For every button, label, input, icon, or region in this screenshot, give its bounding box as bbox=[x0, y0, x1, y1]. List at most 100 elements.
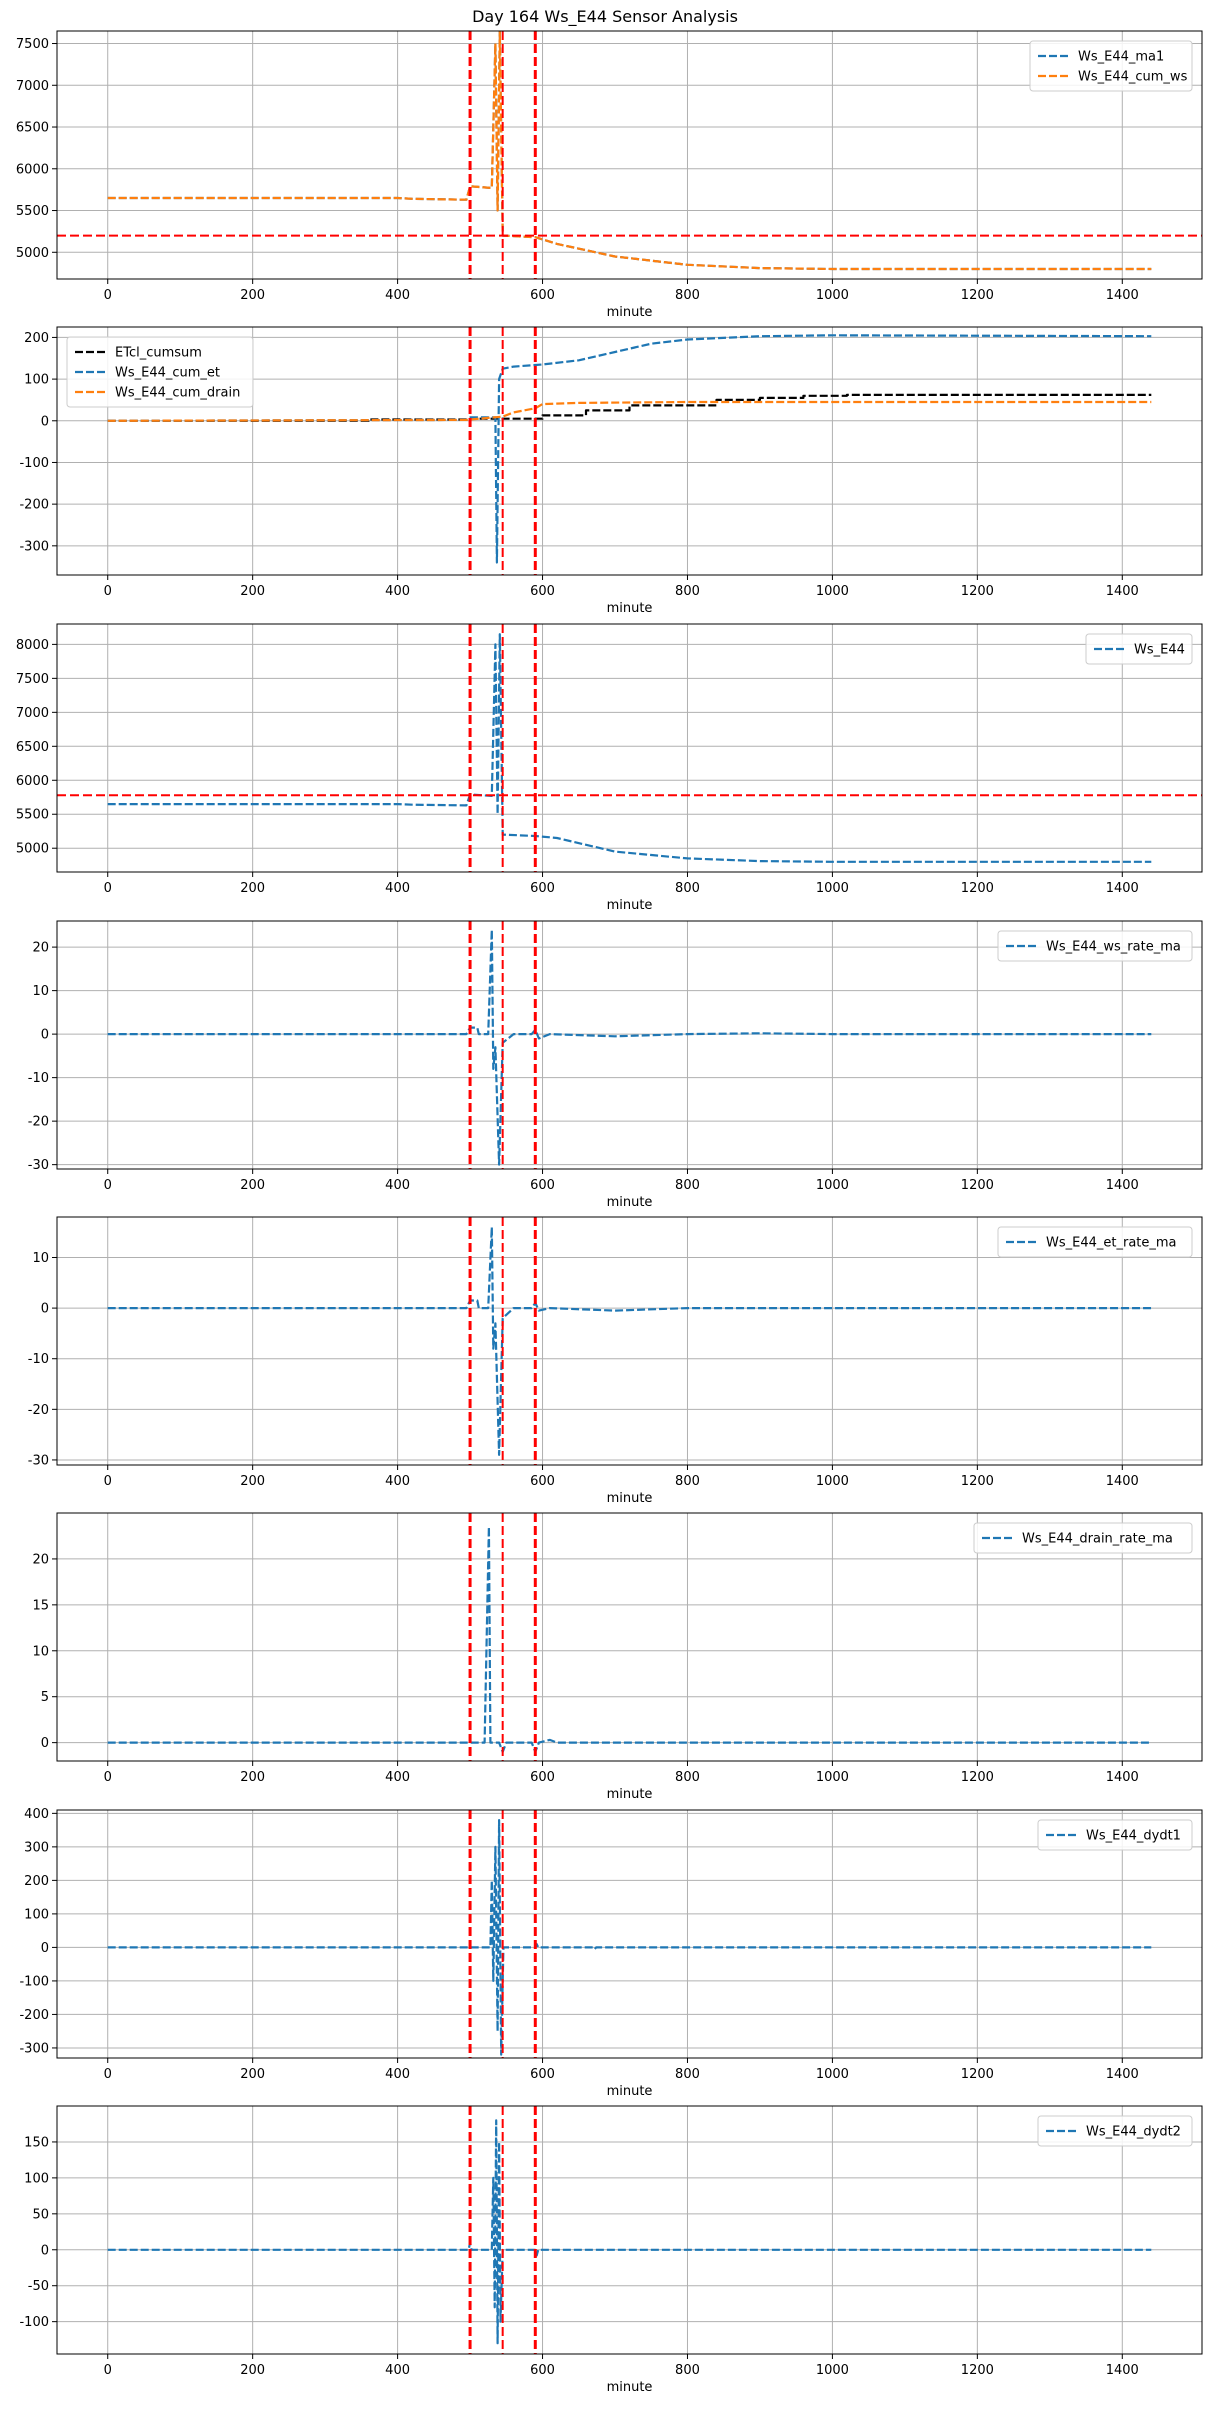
x-tick-label: 0 bbox=[104, 881, 112, 896]
y-tick-label: 100 bbox=[24, 2171, 49, 2186]
axes-frame bbox=[56, 1216, 1203, 1466]
x-tick-label: 200 bbox=[240, 1474, 265, 1489]
legend-entry: Ws_E44_dydt1 bbox=[1086, 1829, 1181, 1844]
y-tick-label: 100 bbox=[24, 373, 49, 388]
legend-box bbox=[1037, 1819, 1193, 1851]
x-axis-label: minute bbox=[607, 305, 653, 320]
axes-frame bbox=[56, 326, 1203, 576]
x-tick-label: 400 bbox=[385, 2363, 410, 2378]
y-tick-label: 6000 bbox=[16, 162, 49, 177]
y-tick-label: 10 bbox=[32, 1644, 49, 1659]
x-tick-label: 600 bbox=[530, 1474, 555, 1489]
x-tick-label: 1400 bbox=[1106, 1178, 1139, 1193]
y-tick-label: 5500 bbox=[16, 808, 49, 823]
y-tick-label: 7000 bbox=[16, 79, 49, 94]
x-tick-label: 1200 bbox=[961, 584, 994, 599]
x-tick-label: 800 bbox=[675, 1178, 700, 1193]
legend: Ws_E44_ws_rate_ma bbox=[997, 930, 1193, 962]
x-tick-label: 400 bbox=[385, 1770, 410, 1785]
chart-panel-7: 0 200 400 600 800 1000 1200 1400 -300 -200 -100 0 10… bbox=[19, 1807, 1203, 2099]
x-tick-label: 800 bbox=[675, 1770, 700, 1785]
x-tick-label: 0 bbox=[104, 288, 112, 303]
x-tick-label: 1000 bbox=[816, 1178, 849, 1193]
x-tick-label: 200 bbox=[240, 881, 265, 896]
x-axis-label: minute bbox=[607, 2084, 653, 2099]
x-tick-label: 1200 bbox=[961, 1474, 994, 1489]
y-tick-label: -100 bbox=[19, 1974, 49, 1989]
y-tick-label: 10 bbox=[32, 984, 49, 999]
legend-entry: Ws_E44_ma1 bbox=[1078, 50, 1164, 65]
legend-entry: ETcl_cumsum bbox=[115, 346, 202, 361]
y-tick-label: 7500 bbox=[16, 672, 49, 687]
y-tick-label: 0 bbox=[41, 2243, 49, 2258]
x-tick-label: 1000 bbox=[816, 584, 849, 599]
x-tick-label: 1200 bbox=[961, 881, 994, 896]
legend: Ws_E44_et_rate_ma bbox=[997, 1226, 1193, 1258]
chart-panel-1: 0 200 400 600 800 1000 1200 1400 5000 5500 6000 650… bbox=[16, 30, 1203, 320]
legend-box bbox=[997, 930, 1193, 962]
x-tick-label: 0 bbox=[104, 1770, 112, 1785]
x-tick-label: 200 bbox=[240, 1178, 265, 1193]
legend-box bbox=[1029, 40, 1193, 92]
x-tick-label: 1000 bbox=[816, 288, 849, 303]
legend: Ws_E44 bbox=[1085, 633, 1193, 665]
y-tick-label: 5000 bbox=[16, 246, 49, 261]
legend-entry: Ws_E44_et_rate_ma bbox=[1046, 1236, 1177, 1251]
y-tick-label: 10 bbox=[32, 1251, 49, 1266]
chart-panel-8: 0 200 400 600 800 1000 1200 1400 -100 -50 0 50 100 15… bbox=[19, 2105, 1203, 2395]
x-tick-label: 1400 bbox=[1106, 584, 1139, 599]
series-line-Ws_E44_cum_et bbox=[107, 334, 1152, 564]
series-line-Ws_E44_drain_rate_ma bbox=[107, 1525, 1152, 1753]
axes-frame bbox=[56, 1809, 1203, 2059]
axes-frame bbox=[56, 920, 1203, 1170]
y-tick-label: 400 bbox=[24, 1807, 49, 1822]
y-tick-label: 150 bbox=[24, 2135, 49, 2150]
y-tick-label: -200 bbox=[19, 498, 49, 513]
x-tick-label: 1200 bbox=[961, 288, 994, 303]
y-tick-label: 20 bbox=[32, 941, 49, 956]
legend-box bbox=[1037, 2115, 1193, 2147]
series-line-ETcl_cumsum bbox=[107, 393, 1152, 422]
x-tick-label: 200 bbox=[240, 288, 265, 303]
legend: ETcl_cumsum Ws_E44_cum_et Ws_E44_cum_drain bbox=[66, 336, 254, 408]
legend: Ws_E44_ma1 Ws_E44_cum_ws bbox=[1029, 40, 1193, 92]
chart-panel-4: 0 200 400 600 800 1000 1200 1400 -30 -20 -10 0 10 20 m… bbox=[28, 920, 1203, 1210]
x-tick-label: 1400 bbox=[1106, 288, 1139, 303]
x-tick-label: 0 bbox=[104, 584, 112, 599]
y-tick-label: 50 bbox=[32, 2207, 49, 2222]
x-tick-label: 800 bbox=[675, 2363, 700, 2378]
x-tick-label: 1400 bbox=[1106, 1474, 1139, 1489]
y-tick-label: -300 bbox=[19, 2041, 49, 2056]
x-tick-label: 400 bbox=[385, 2067, 410, 2082]
axes-frame bbox=[56, 1512, 1203, 1762]
y-tick-label: 200 bbox=[24, 1874, 49, 1889]
chart-panel-6: 0 200 400 600 800 1000 1200 1400 0 5 10 15 20 minute W… bbox=[32, 1512, 1203, 1802]
x-axis-label: minute bbox=[607, 1195, 653, 1210]
x-axis-label: minute bbox=[607, 1787, 653, 1802]
y-tick-label: 5500 bbox=[16, 204, 49, 219]
series-line-Ws_E44_ma1 bbox=[107, 31, 1152, 271]
series-line-Ws_E44_ws_rate_ma bbox=[107, 928, 1152, 1166]
y-tick-label: 300 bbox=[24, 1840, 49, 1855]
x-tick-label: 800 bbox=[675, 288, 700, 303]
chart-panel-2: 0 200 400 600 800 1000 1200 1400 -300 -200 -100 0 10… bbox=[19, 326, 1203, 616]
legend-box bbox=[1085, 633, 1193, 665]
x-tick-label: 600 bbox=[530, 1770, 555, 1785]
series-line-Ws_E44 bbox=[107, 633, 1152, 863]
y-tick-label: -300 bbox=[19, 539, 49, 554]
panels: 0 200 400 600 800 1000 1200 1400500055006000650… bbox=[16, 30, 1203, 2395]
legend: Ws_E44_dydt1 bbox=[1037, 1819, 1193, 1851]
series-group bbox=[107, 1513, 1152, 1761]
series-group bbox=[107, 921, 1152, 1169]
y-tick-label: 0 bbox=[41, 1028, 49, 1043]
x-tick-label: 1400 bbox=[1106, 2067, 1139, 2082]
x-tick-label: 600 bbox=[530, 288, 555, 303]
y-tick-label: 0 bbox=[41, 1736, 49, 1751]
y-tick-label: 20 bbox=[32, 1552, 49, 1567]
legend: Ws_E44_drain_rate_ma bbox=[973, 1522, 1193, 1554]
legend-entry: Ws_E44_cum_ws bbox=[1078, 70, 1188, 85]
y-tick-label: 7500 bbox=[16, 37, 49, 52]
y-tick-label: 5 bbox=[41, 1690, 49, 1705]
chart-panel-3: 0 200 400 600 800 1000 1200 1400 5000 5500 6000 650… bbox=[16, 623, 1203, 913]
